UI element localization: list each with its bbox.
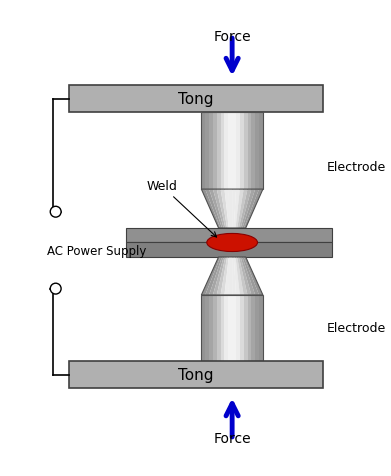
Bar <box>69 361 323 388</box>
Polygon shape <box>239 190 251 228</box>
Text: Tong: Tong <box>178 367 214 382</box>
Polygon shape <box>237 258 248 295</box>
Bar <box>217 113 221 190</box>
Polygon shape <box>221 190 229 228</box>
Polygon shape <box>237 190 248 228</box>
Bar <box>209 113 213 190</box>
Bar <box>213 113 217 190</box>
Polygon shape <box>205 258 222 295</box>
Bar <box>248 295 251 361</box>
Bar <box>236 295 240 361</box>
Bar <box>255 295 259 361</box>
Bar <box>236 113 240 190</box>
Ellipse shape <box>207 234 258 252</box>
Polygon shape <box>234 258 240 295</box>
Bar <box>232 113 236 190</box>
Bar <box>228 295 232 361</box>
Polygon shape <box>240 258 255 295</box>
Polygon shape <box>235 190 244 228</box>
Polygon shape <box>205 190 222 228</box>
Polygon shape <box>213 190 225 228</box>
Text: Electrode: Electrode <box>327 160 386 174</box>
Bar <box>69 86 323 113</box>
Bar <box>213 295 217 361</box>
Polygon shape <box>217 258 227 295</box>
Text: Tong: Tong <box>178 92 214 107</box>
Polygon shape <box>201 190 220 228</box>
Bar <box>201 295 205 361</box>
Bar <box>224 113 228 190</box>
Bar <box>205 295 209 361</box>
Polygon shape <box>234 190 240 228</box>
Polygon shape <box>235 258 244 295</box>
Bar <box>126 243 332 258</box>
Text: Electrode: Electrode <box>327 321 386 334</box>
Bar <box>232 295 236 361</box>
Bar <box>201 295 263 361</box>
Bar <box>259 113 263 190</box>
Bar <box>205 113 209 190</box>
Bar <box>248 113 251 190</box>
Polygon shape <box>242 258 259 295</box>
Polygon shape <box>224 190 230 228</box>
Text: Force: Force <box>213 30 251 44</box>
Polygon shape <box>228 258 232 295</box>
Bar <box>259 295 263 361</box>
Polygon shape <box>228 190 232 228</box>
Bar <box>217 295 221 361</box>
Polygon shape <box>240 190 255 228</box>
Polygon shape <box>232 258 236 295</box>
Bar <box>228 113 232 190</box>
Polygon shape <box>217 190 227 228</box>
Circle shape <box>50 284 61 295</box>
Bar <box>221 295 224 361</box>
Text: AC Power Supply: AC Power Supply <box>47 244 146 257</box>
Bar <box>251 295 255 361</box>
Bar <box>251 113 255 190</box>
Bar <box>201 113 263 190</box>
Bar <box>255 113 259 190</box>
Polygon shape <box>201 258 220 295</box>
Text: Weld: Weld <box>146 180 217 238</box>
Bar <box>240 295 244 361</box>
Polygon shape <box>232 190 236 228</box>
Polygon shape <box>239 258 251 295</box>
Polygon shape <box>209 258 224 295</box>
Polygon shape <box>244 258 263 295</box>
Text: Force: Force <box>213 431 251 445</box>
Bar <box>244 295 248 361</box>
Polygon shape <box>244 190 263 228</box>
Circle shape <box>50 207 61 218</box>
Bar <box>240 113 244 190</box>
Polygon shape <box>221 258 229 295</box>
Bar <box>224 295 228 361</box>
Polygon shape <box>213 258 225 295</box>
Bar <box>201 113 205 190</box>
Polygon shape <box>209 190 224 228</box>
Bar <box>244 113 248 190</box>
Bar <box>126 228 332 243</box>
Polygon shape <box>224 258 230 295</box>
Polygon shape <box>242 190 259 228</box>
Bar <box>221 113 224 190</box>
Bar <box>209 295 213 361</box>
